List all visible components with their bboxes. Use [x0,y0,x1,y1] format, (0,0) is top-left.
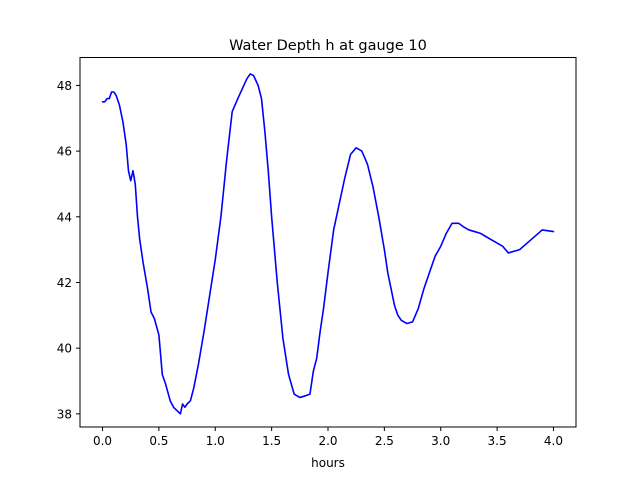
series-line-0 [101,73,555,415]
plot-frame [79,57,577,428]
x-axis: 0.0 0.5 1.0 1.5 2.0 2.5 3.0 3.5 4.0 [93,427,563,448]
y-tick-label: 46 [57,145,72,159]
chart-title: Water Depth h at gauge 10 [229,38,427,54]
y-tick-label: 44 [57,210,72,224]
x-tick-label: 1.0 [206,434,225,448]
x-tick-label: 1.5 [262,434,281,448]
y-tick-label: 48 [57,79,72,93]
x-tick-label: 4.0 [544,434,563,448]
x-axis-label: hours [311,456,345,470]
x-tick-label: 0.0 [93,434,112,448]
y-tick-label: 38 [57,407,72,421]
plot-area [101,73,555,415]
x-tick-label: 3.5 [488,434,507,448]
y-axis: 38 40 42 44 46 48 [57,79,80,421]
y-tick-label: 42 [57,276,72,290]
x-tick-label: 0.5 [149,434,168,448]
x-tick-label: 2.0 [318,434,337,448]
y-tick-label: 40 [57,342,72,356]
x-tick-label: 3.0 [431,434,450,448]
x-tick-label: 2.5 [375,434,394,448]
